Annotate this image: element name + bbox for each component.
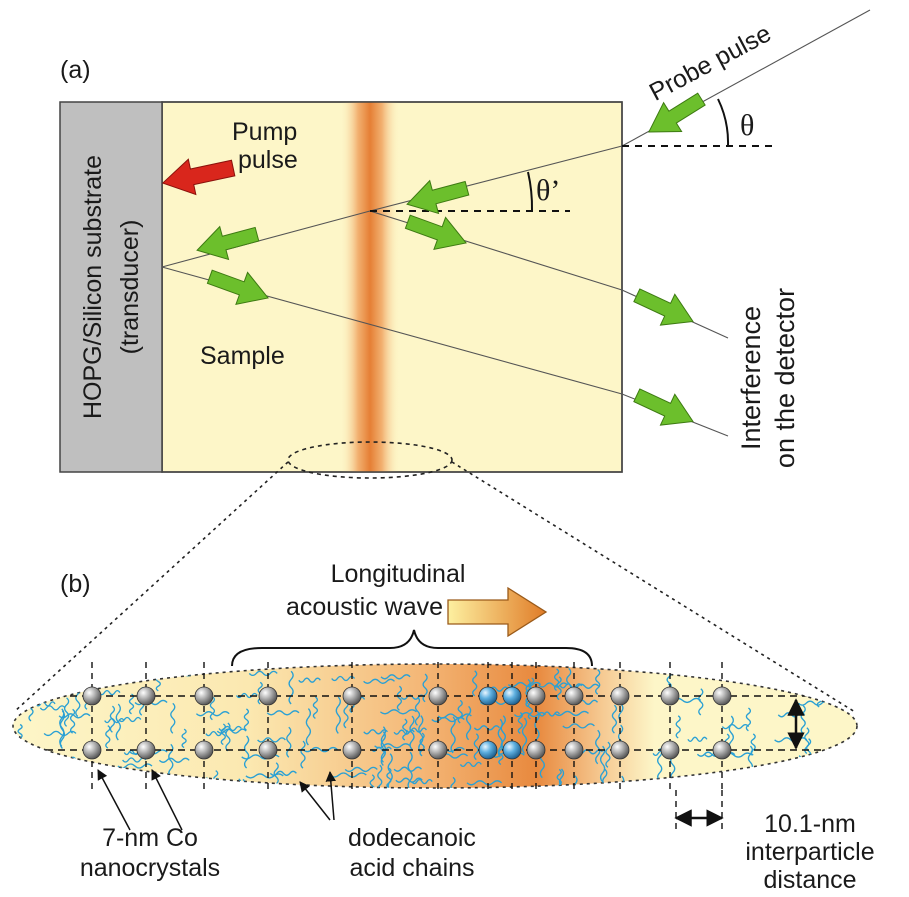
- co-nanocrystal: [610, 740, 630, 760]
- green-arrow-icon: [633, 388, 694, 426]
- co-nanocrystal: [478, 686, 498, 706]
- wave-label-line1: Longitudinal: [331, 560, 466, 588]
- gradient-arrow-icon: [447, 586, 548, 638]
- theta-prime-symbol: θ’: [536, 174, 560, 207]
- co-nanocrystal: [342, 740, 362, 760]
- wave-brace: [231, 629, 593, 667]
- co-nanocrystals: [82, 686, 732, 760]
- co-nanocrystal: [194, 740, 214, 760]
- zoom-guide-left: [13, 461, 289, 713]
- detector-label-line2: on the detector: [770, 288, 800, 468]
- detector-label-line1: Interference: [736, 306, 766, 450]
- chains-label-line2: acid chains: [349, 854, 474, 882]
- co-nanocrystal: [428, 740, 448, 760]
- sample-label: Sample: [200, 342, 285, 370]
- co-nanocrystal: [660, 686, 680, 706]
- distance-label-line1: 10.1-nm: [764, 810, 856, 838]
- co-nanocrystal: [428, 686, 448, 706]
- co-nanocrystal: [258, 686, 278, 706]
- callout-pointers: [97, 769, 337, 831]
- zoom-guide-right: [451, 461, 856, 713]
- green-arrow-icon: [406, 179, 470, 215]
- co-nanocrystal: [564, 686, 584, 706]
- co-label-line2: nanocrystals: [80, 854, 220, 882]
- panel-a-label: (a): [60, 56, 91, 84]
- green-arrow-icon: [648, 92, 706, 133]
- co-nanocrystal: [526, 686, 546, 706]
- distance-label-line2: interparticle: [745, 838, 874, 866]
- green-arrow-icon: [206, 269, 269, 306]
- co-nanocrystal: [258, 740, 278, 760]
- co-nanocrystal: [610, 686, 630, 706]
- co-nanocrystal: [712, 686, 732, 706]
- co-nanocrystal: [136, 740, 156, 760]
- pump-label-line2: pulse: [238, 146, 298, 174]
- wave-label-line2: acoustic wave: [286, 593, 443, 621]
- theta-prime-arc: [527, 171, 534, 212]
- theta-arc: [717, 98, 730, 147]
- pump-label-line1: Pump: [232, 118, 297, 146]
- green-arrow-icons: [196, 92, 706, 426]
- co-nanocrystal: [194, 686, 214, 706]
- co-nanocrystal: [660, 740, 680, 760]
- green-arrow-icon: [196, 225, 260, 261]
- zoom-region-ellipse: [287, 441, 453, 479]
- co-nanocrystal: [82, 686, 102, 706]
- acoustic-band: [340, 102, 400, 472]
- co-label-line1: 7-nm Co: [102, 824, 198, 852]
- green-arrow-icon: [404, 214, 467, 251]
- panel-b-label: (b): [60, 570, 91, 598]
- co-nanocrystal: [82, 740, 102, 760]
- substrate: [59, 101, 163, 473]
- co-nanocrystal: [526, 740, 546, 760]
- co-nanocrystal: [564, 740, 584, 760]
- co-nanocrystal: [136, 686, 156, 706]
- chains-label-line1: dodecanoic: [348, 824, 476, 852]
- co-nanocrystal: [478, 740, 498, 760]
- theta-symbol: θ: [740, 109, 754, 142]
- co-nanocrystal: [342, 686, 362, 706]
- red-arrow-icon: [161, 158, 236, 196]
- green-arrow-icon: [633, 288, 694, 326]
- co-nanocrystal: [502, 686, 522, 706]
- co-nanocrystal: [502, 740, 522, 760]
- co-nanocrystal: [712, 740, 732, 760]
- substrate-label: HOPG/Silicon substrate: [79, 155, 107, 419]
- distance-label-line3: distance: [763, 866, 856, 892]
- transducer-label: (transducer): [116, 220, 144, 355]
- nanocrystal-film-ellipse: [12, 663, 858, 789]
- probe-pulse-label: Probe pulse: [645, 19, 776, 106]
